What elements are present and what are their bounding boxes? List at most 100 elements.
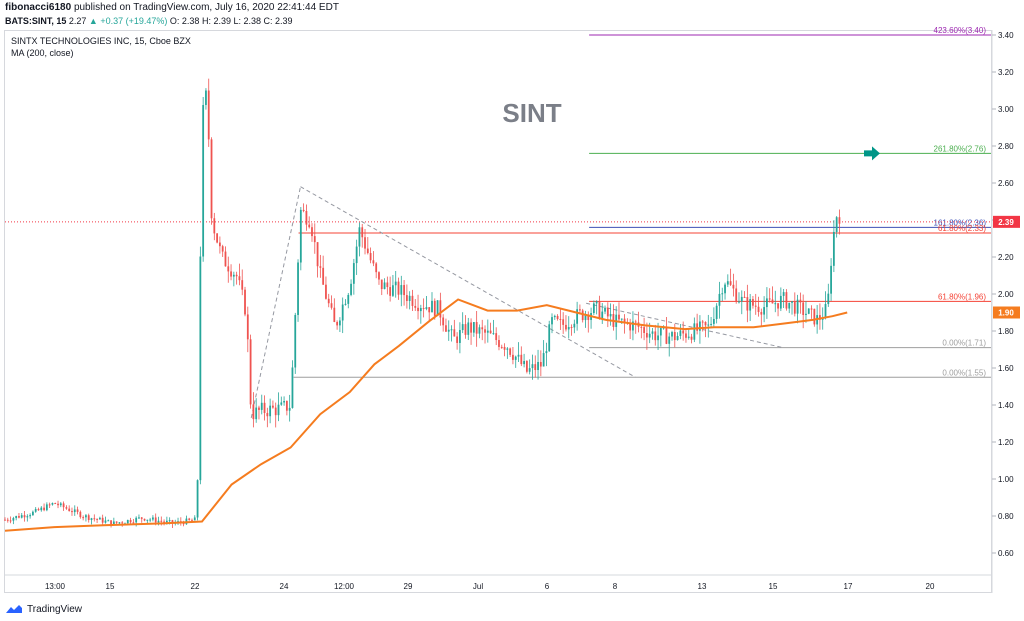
- candle-body: [366, 248, 369, 254]
- candle-body: [339, 320, 341, 326]
- candle-body: [210, 139, 213, 219]
- candle-body: [135, 517, 138, 523]
- candle-body: [90, 518, 93, 520]
- candle-body: [140, 517, 143, 519]
- candle-body: [724, 284, 726, 294]
- candle-body: [827, 293, 830, 305]
- candle-body: [606, 307, 609, 317]
- candle-body: [364, 237, 366, 249]
- publisher-name[interactable]: fibonacci6180: [5, 2, 72, 13]
- candle-body: [796, 299, 799, 314]
- trendline[interactable]: [586, 302, 784, 349]
- ma-200-line[interactable]: [4, 298, 848, 532]
- candle-body: [640, 326, 643, 328]
- candle-body: [707, 324, 710, 326]
- candle-body: [152, 517, 154, 520]
- candle-body: [732, 284, 735, 289]
- candle-body: [551, 317, 553, 325]
- candle-body: [34, 509, 37, 512]
- candle-body: [255, 407, 258, 420]
- candle-body: [763, 307, 766, 315]
- candle-body: [313, 236, 316, 243]
- candle-body: [422, 308, 425, 310]
- candle-body: [651, 331, 654, 334]
- candle-body: [305, 210, 308, 225]
- fib-level-label: 61.80%(1.96): [938, 292, 986, 301]
- ohlc-values: O: 2.38 H: 2.39 L: 2.38 C: 2.39: [169, 16, 293, 26]
- trendline[interactable]: [250, 186, 301, 419]
- symbol-label[interactable]: BATS:SINT, 15: [5, 16, 67, 26]
- candle-body: [481, 327, 484, 330]
- candle-body: [545, 351, 548, 354]
- candle-body: [673, 332, 676, 341]
- candle-body: [96, 518, 98, 520]
- candle-body: [539, 361, 542, 367]
- candle-body: [668, 336, 671, 344]
- candle-body: [835, 217, 838, 232]
- candle-body: [439, 300, 442, 318]
- candle-body: [71, 511, 73, 513]
- candle-body: [18, 516, 20, 518]
- candle-body: [29, 515, 32, 517]
- candle-body: [623, 318, 626, 323]
- candle-body: [241, 280, 244, 290]
- trendline[interactable]: [300, 186, 636, 378]
- fib-level-label: 423.60%(3.40): [934, 26, 987, 35]
- candle-body: [735, 288, 738, 302]
- candle-body: [567, 327, 570, 330]
- candle-body: [45, 504, 48, 511]
- candle-body: [791, 301, 793, 303]
- candle-body: [76, 509, 79, 512]
- candle-body: [565, 324, 567, 330]
- price-tag-label: 2.39: [998, 218, 1014, 227]
- candle-body: [682, 330, 685, 334]
- candle-body: [525, 360, 528, 372]
- candle-body: [461, 324, 464, 331]
- candle-body: [712, 318, 715, 324]
- candle-body: [534, 364, 537, 371]
- last-price: 2.27: [68, 16, 87, 26]
- y-tick-label: 2.00: [998, 290, 1014, 299]
- candle-body: [676, 335, 679, 341]
- candle-body: [403, 285, 405, 296]
- candle-body: [352, 263, 355, 284]
- symbol-watermark: SINT: [502, 98, 561, 128]
- candle-body: [202, 104, 205, 257]
- candle-body: [132, 522, 135, 524]
- candle-body: [358, 227, 361, 247]
- x-tick-label: 13: [698, 582, 707, 591]
- candle-body: [581, 310, 584, 321]
- footer-brand: TradingView: [27, 603, 83, 615]
- candle-body: [419, 308, 422, 312]
- publish-line: fibonacci6180 published on TradingView.c…: [5, 2, 339, 13]
- candle-body: [43, 507, 45, 511]
- price-tag: [993, 215, 1020, 228]
- candle-body: [129, 519, 132, 523]
- fib-level-label: 0.00%(1.55): [942, 368, 986, 377]
- candle-body: [266, 412, 269, 417]
- legend-ma: MA (200, close): [11, 48, 74, 58]
- x-tick-label: 15: [106, 582, 115, 591]
- candle-body: [246, 314, 249, 340]
- candle-body: [311, 227, 313, 237]
- candle-body: [503, 346, 506, 350]
- candle-body: [726, 281, 729, 285]
- candle-body: [609, 314, 612, 317]
- target-arrow-icon[interactable]: [864, 146, 880, 161]
- y-tick-label: 1.40: [998, 401, 1014, 410]
- candle-body: [4, 519, 6, 521]
- candle-body: [595, 301, 598, 304]
- candle-body: [244, 289, 246, 315]
- candle-body: [495, 333, 498, 341]
- candle-body: [160, 520, 163, 522]
- candle-body: [456, 336, 459, 343]
- candle-body: [405, 295, 408, 301]
- y-tick-label: 0.80: [998, 512, 1014, 521]
- candle-body: [598, 301, 601, 319]
- candle-body: [542, 353, 545, 367]
- candle-body: [280, 402, 283, 405]
- candle-body: [392, 285, 394, 296]
- candle-body: [757, 306, 760, 313]
- candle-body: [604, 307, 606, 312]
